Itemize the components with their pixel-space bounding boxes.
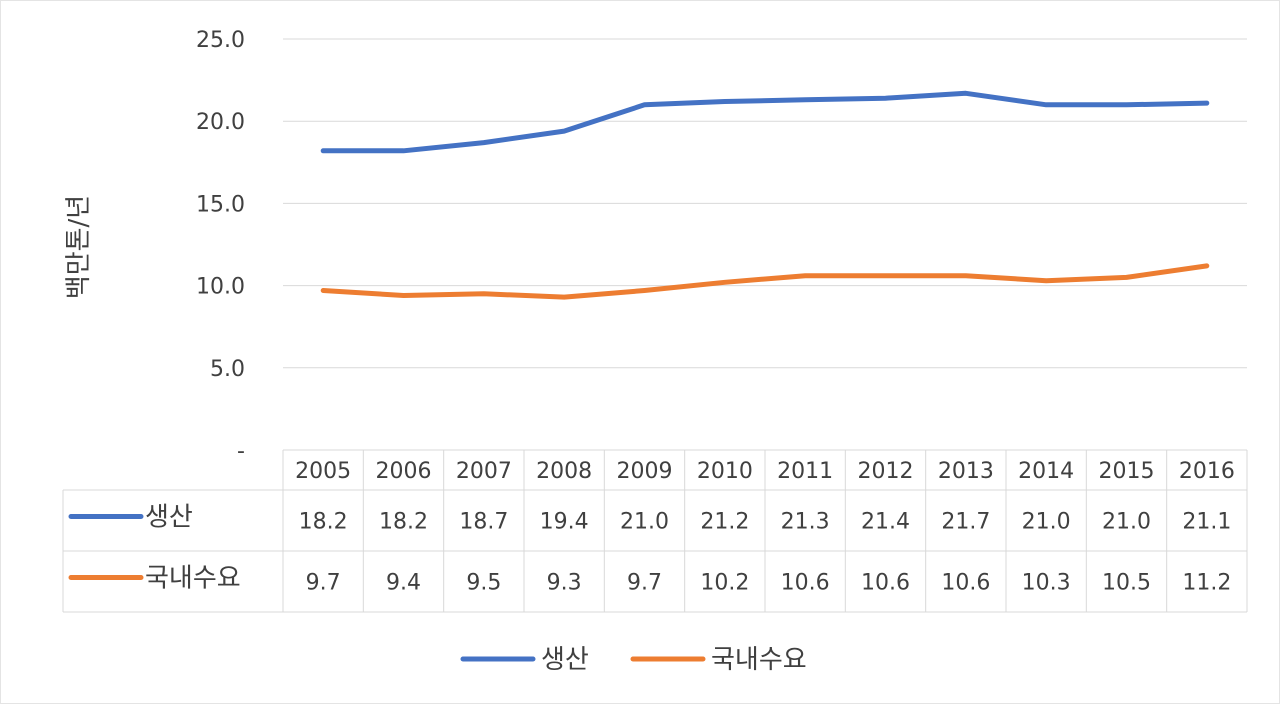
data-label: 18.2 (299, 510, 348, 535)
y-tick-label: - (237, 439, 245, 464)
gridlines (283, 38, 1247, 369)
data-label: 10.5 (1102, 571, 1151, 596)
data-label: 21.2 (700, 510, 749, 535)
x-tick-label: 2012 (858, 459, 914, 484)
data-label: 9.4 (386, 571, 421, 596)
data-label: 10.3 (1022, 571, 1071, 596)
data-label: 21.4 (861, 510, 910, 535)
data-label: 21.7 (941, 510, 990, 535)
table-series-name: 생산 (145, 503, 193, 533)
data-label: 9.5 (466, 571, 501, 596)
legend: 생산 국내수요 (460, 645, 807, 675)
y-axis-ticks: - 5.0 10.0 15.0 20.0 25.0 (196, 28, 245, 464)
data-label: 21.0 (1102, 510, 1151, 535)
data-label: 11.2 (1182, 571, 1231, 596)
data-label: 21.0 (1022, 510, 1071, 535)
y-axis-label: 백만톤/년 (64, 195, 94, 299)
y-tick-label: 20.0 (196, 110, 245, 135)
x-tick-label: 2014 (1018, 459, 1074, 484)
y-tick-label: 10.0 (196, 275, 245, 300)
legend-entry: 국내수요 (711, 645, 807, 675)
data-label: 10.6 (861, 571, 910, 596)
x-tick-label: 2011 (777, 459, 833, 484)
series-lines (320, 90, 1210, 300)
data-label: 21.3 (781, 510, 830, 535)
data-table: 2005 2006 2007 2008 2009 2010 2011 2012 2013 2014… (62, 449, 1248, 613)
x-tick-label: 2005 (295, 459, 351, 484)
data-label: 10.2 (700, 571, 749, 596)
x-tick-label: 2006 (376, 459, 432, 484)
x-tick-label: 2013 (938, 459, 994, 484)
x-tick-label: 2015 (1099, 459, 1155, 484)
table-series-name: 국내수요 (145, 564, 241, 594)
data-label: 18.2 (379, 510, 428, 535)
x-tick-label: 2008 (536, 459, 592, 484)
x-tick-label: 2007 (456, 459, 512, 484)
x-tick-label: 2010 (697, 459, 753, 484)
data-label: 9.7 (627, 571, 662, 596)
series-line-2 (320, 263, 1210, 300)
y-tick-label: 25.0 (196, 28, 245, 53)
data-label: 9.3 (547, 571, 582, 596)
data-label: 18.7 (459, 510, 508, 535)
x-tick-label: 2016 (1179, 459, 1235, 484)
x-tick-label: 2009 (617, 459, 673, 484)
data-label: 19.4 (540, 510, 589, 535)
y-tick-label: 15.0 (196, 192, 245, 217)
data-label: 9.7 (306, 571, 341, 596)
data-label: 21.1 (1182, 510, 1231, 535)
series-line-1 (320, 90, 1210, 154)
legend-entry: 생산 (541, 645, 589, 675)
data-label: 21.0 (620, 510, 669, 535)
data-label: 10.6 (781, 571, 830, 596)
data-label: 10.6 (941, 571, 990, 596)
y-tick-label: 5.0 (210, 357, 245, 382)
